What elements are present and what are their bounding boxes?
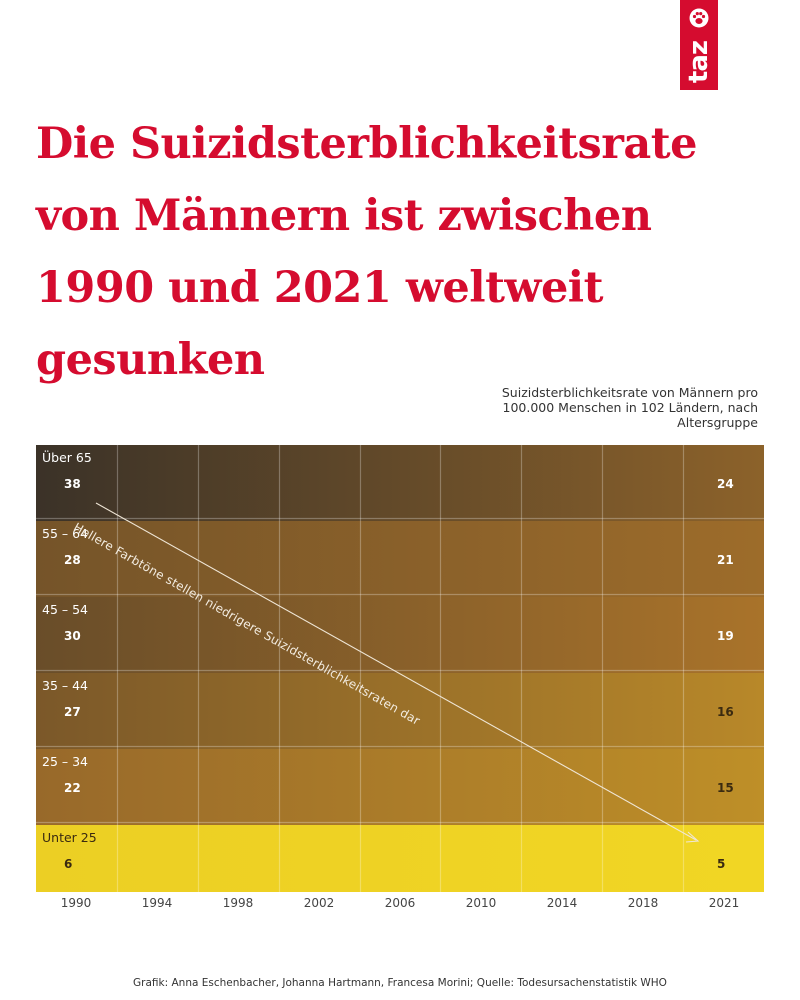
- age-band-row: 45 – 54 30 19: [36, 597, 764, 673]
- taz-logo: taz: [680, 0, 718, 90]
- value-label-1990: 30: [64, 629, 81, 643]
- value-label-2021: 16: [717, 705, 734, 719]
- heatmap-chart: Über 65 38 24 55 – 64 28 21 45 – 54 30 19 35 – 44…: [36, 445, 764, 892]
- value-label-2021: 15: [717, 781, 734, 795]
- chart-title: Suizidsterblichkeitsrate von Männern pro…: [501, 385, 758, 430]
- age-group-label: Über 65: [42, 450, 92, 465]
- credit-line: Grafik: Anna Eschenbacher, Johanna Hartm…: [133, 977, 667, 989]
- x-tick-label: 1994: [141, 896, 173, 910]
- grid-lines: [36, 445, 764, 892]
- value-label-1990: 28: [64, 553, 81, 567]
- age-group-label: 35 – 44: [42, 678, 89, 693]
- value-label-2021: 19: [717, 629, 734, 643]
- x-tick-label: 2014: [546, 896, 578, 910]
- x-tick-label: 2018: [627, 896, 659, 910]
- value-label-1990: 22: [64, 781, 81, 795]
- age-band-row: Unter 25 6 5: [36, 825, 764, 892]
- annotation-arrow-line: [95, 502, 697, 841]
- value-label-1990: 27: [64, 705, 81, 719]
- age-band-row: 25 – 34 22 15: [36, 749, 764, 825]
- x-tick-label: 2006: [384, 896, 416, 910]
- age-group-label: 45 – 54: [42, 602, 89, 617]
- x-tick-label: 1998: [222, 896, 254, 910]
- age-group-label: Unter 25: [42, 830, 97, 845]
- x-tick-label: 1990: [60, 896, 92, 910]
- age-band-row: 55 – 64 28 21: [36, 521, 764, 597]
- value-label-1990: 38: [64, 477, 81, 491]
- age-group-label: 25 – 34: [42, 754, 89, 769]
- age-group-label: 55 – 64: [42, 526, 89, 541]
- x-axis: 1990 1994 1998 2002 2006 2010 2014 2018 2021: [36, 896, 764, 912]
- x-tick-label: 2021: [708, 896, 740, 910]
- headline: Die Suizidsterblichkeitsrate von Männern…: [36, 119, 697, 385]
- age-band-row: Über 65 38 24: [36, 445, 764, 521]
- value-label-1990: 6: [64, 857, 73, 871]
- age-band-row: 35 – 44 27 16: [36, 673, 764, 749]
- value-label-2021: 21: [717, 553, 734, 567]
- x-tick-label: 2002: [303, 896, 335, 910]
- value-label-2021: 5: [717, 857, 726, 871]
- value-label-2021: 24: [717, 477, 734, 491]
- paw-icon: [689, 8, 709, 28]
- x-tick-label: 2010: [465, 896, 497, 910]
- annotation-arrow-head: [685, 831, 700, 843]
